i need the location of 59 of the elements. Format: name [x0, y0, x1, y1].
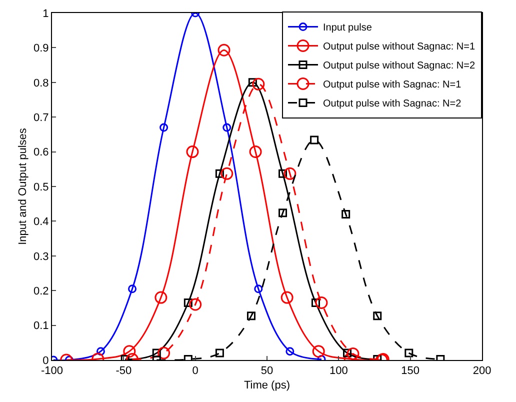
- point: [222, 123, 232, 132]
- point: [278, 169, 288, 178]
- y-tick-label: 0.2: [34, 285, 49, 298]
- x-tick-label: 200: [472, 365, 492, 378]
- point: [342, 210, 350, 219]
- y-tick-label: 1: [42, 8, 49, 20]
- x-axis-title: Time (ps): [244, 379, 290, 392]
- y-tick-label: 0.6: [34, 146, 49, 159]
- y-tick-label: 0.4: [34, 216, 49, 228]
- x-tick-label: 150: [401, 365, 420, 378]
- legend-label: Output pulse with Sagnac: N=1: [323, 80, 462, 91]
- point: [280, 291, 294, 304]
- x-tick-label: 50: [260, 365, 274, 378]
- point: [189, 298, 202, 311]
- point: [278, 208, 288, 218]
- point: [246, 312, 256, 320]
- x-tick-label: 0: [192, 365, 198, 378]
- point: [248, 78, 257, 87]
- point: [343, 348, 352, 358]
- point: [249, 146, 262, 158]
- point: [158, 346, 170, 360]
- x-tick-label: 100: [329, 365, 348, 378]
- point: [218, 44, 230, 56]
- point: [96, 347, 105, 356]
- point: [252, 78, 265, 90]
- x-tick-label: -100: [40, 365, 64, 378]
- point: [315, 296, 328, 309]
- y-tick-label: 0.7: [34, 112, 49, 124]
- point: [184, 298, 192, 307]
- x-tick-label: -50: [116, 365, 132, 378]
- y-tick-label: 0: [42, 354, 49, 367]
- point: [128, 284, 137, 294]
- point: [284, 167, 296, 180]
- point: [310, 136, 319, 144]
- point: [215, 169, 224, 178]
- point: [373, 312, 382, 320]
- legend-label: Input pulse: [323, 22, 372, 34]
- point: [154, 291, 168, 304]
- y-tick-label: 0.3: [34, 250, 49, 263]
- y-tick-label: 0.9: [34, 42, 49, 55]
- legend-label: Output pulse with Sagnac: N=2: [323, 98, 462, 110]
- point: [312, 345, 325, 358]
- y-tick-label: 0.1: [34, 320, 49, 332]
- point: [215, 348, 224, 358]
- legend-label: Output pulse without Sagnac: N=1: [323, 42, 476, 53]
- point: [160, 123, 168, 132]
- point: [220, 167, 234, 180]
- legend-label: Output pulse without Sagnac: N=2: [323, 60, 476, 72]
- y-axis-title: Input and Output pulses: [17, 128, 30, 245]
- point: [346, 348, 360, 360]
- point: [254, 284, 263, 294]
- point: [186, 146, 199, 158]
- y-tick-label: 0.5: [34, 181, 49, 194]
- point: [123, 345, 136, 358]
- point: [286, 347, 294, 356]
- point: [404, 348, 414, 358]
- point: [152, 348, 161, 358]
- point: [311, 298, 320, 307]
- y-tick-label: 0.8: [34, 77, 49, 90]
